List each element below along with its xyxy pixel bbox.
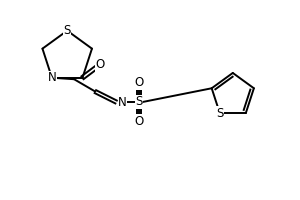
- Text: N: N: [47, 71, 56, 84]
- Text: S: S: [136, 95, 143, 108]
- Text: N: N: [118, 96, 127, 109]
- Text: O: O: [134, 115, 144, 128]
- Text: O: O: [96, 58, 105, 71]
- Text: O: O: [134, 76, 144, 89]
- Text: S: S: [216, 107, 224, 120]
- Text: S: S: [64, 24, 71, 37]
